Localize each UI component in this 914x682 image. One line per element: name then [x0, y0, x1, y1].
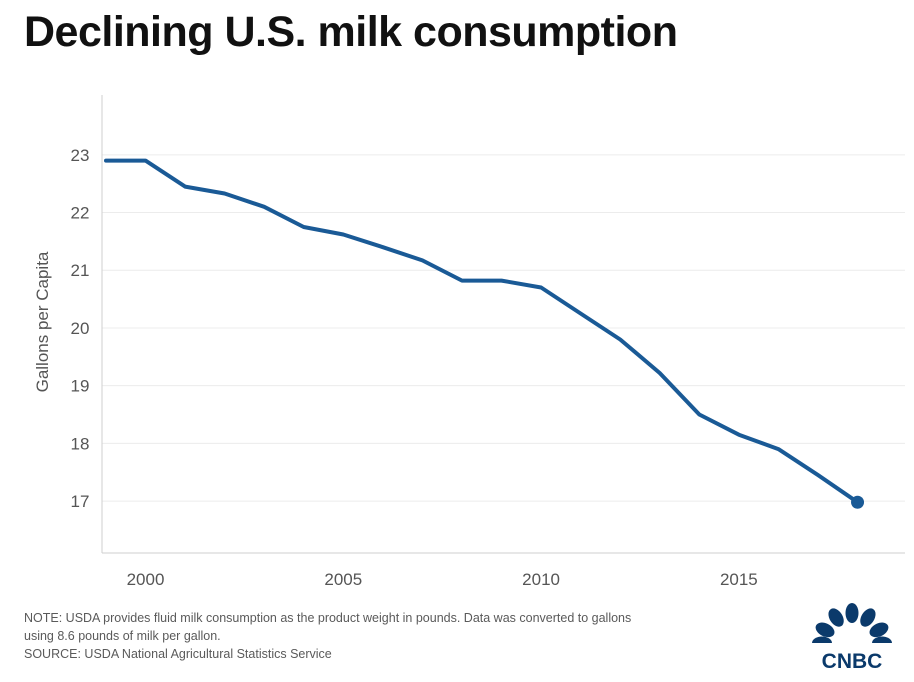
y-tick-label: 23 [71, 146, 90, 165]
grid-lines [102, 154, 905, 502]
y-tick-labels: 17 18 19 20 21 22 23 [71, 146, 90, 511]
end-point-marker [851, 495, 865, 509]
y-tick-label: 20 [71, 319, 90, 338]
x-tick-labels: 2000 2005 2010 2015 [127, 570, 758, 589]
x-tick-label: 2000 [127, 570, 165, 589]
note-line-2: using 8.6 pounds of milk per gallon. [24, 629, 221, 643]
x-tick-label: 2005 [324, 570, 362, 589]
cnbc-logo-text: CNBC [821, 650, 883, 673]
note-line-1: NOTE: USDA provides fluid milk consumpti… [24, 611, 632, 625]
cnbc-logo: CNBC [808, 603, 896, 673]
y-axis-label: Gallons per Capita [33, 251, 52, 392]
chart-title: Declining U.S. milk consumption [24, 8, 678, 56]
line-chart: 17 18 19 20 21 22 23 2000 2005 2010 2015 Gallons … [33, 95, 905, 589]
y-tick-label: 22 [71, 204, 90, 223]
x-tick-label: 2010 [522, 570, 560, 589]
series [104, 158, 865, 509]
y-tick-label: 17 [71, 492, 90, 511]
cnbc-peacock-icon [808, 603, 896, 651]
y-tick-label: 18 [71, 434, 90, 453]
axes [101, 95, 905, 554]
source-line: SOURCE: USDA National Agricultural Stati… [24, 647, 332, 661]
y-tick-label: 21 [71, 261, 90, 280]
footnote: NOTE: USDA provides fluid milk consumpti… [24, 609, 794, 663]
x-tick-label: 2015 [720, 570, 758, 589]
y-tick-label: 19 [71, 377, 90, 396]
series-line [104, 158, 860, 505]
